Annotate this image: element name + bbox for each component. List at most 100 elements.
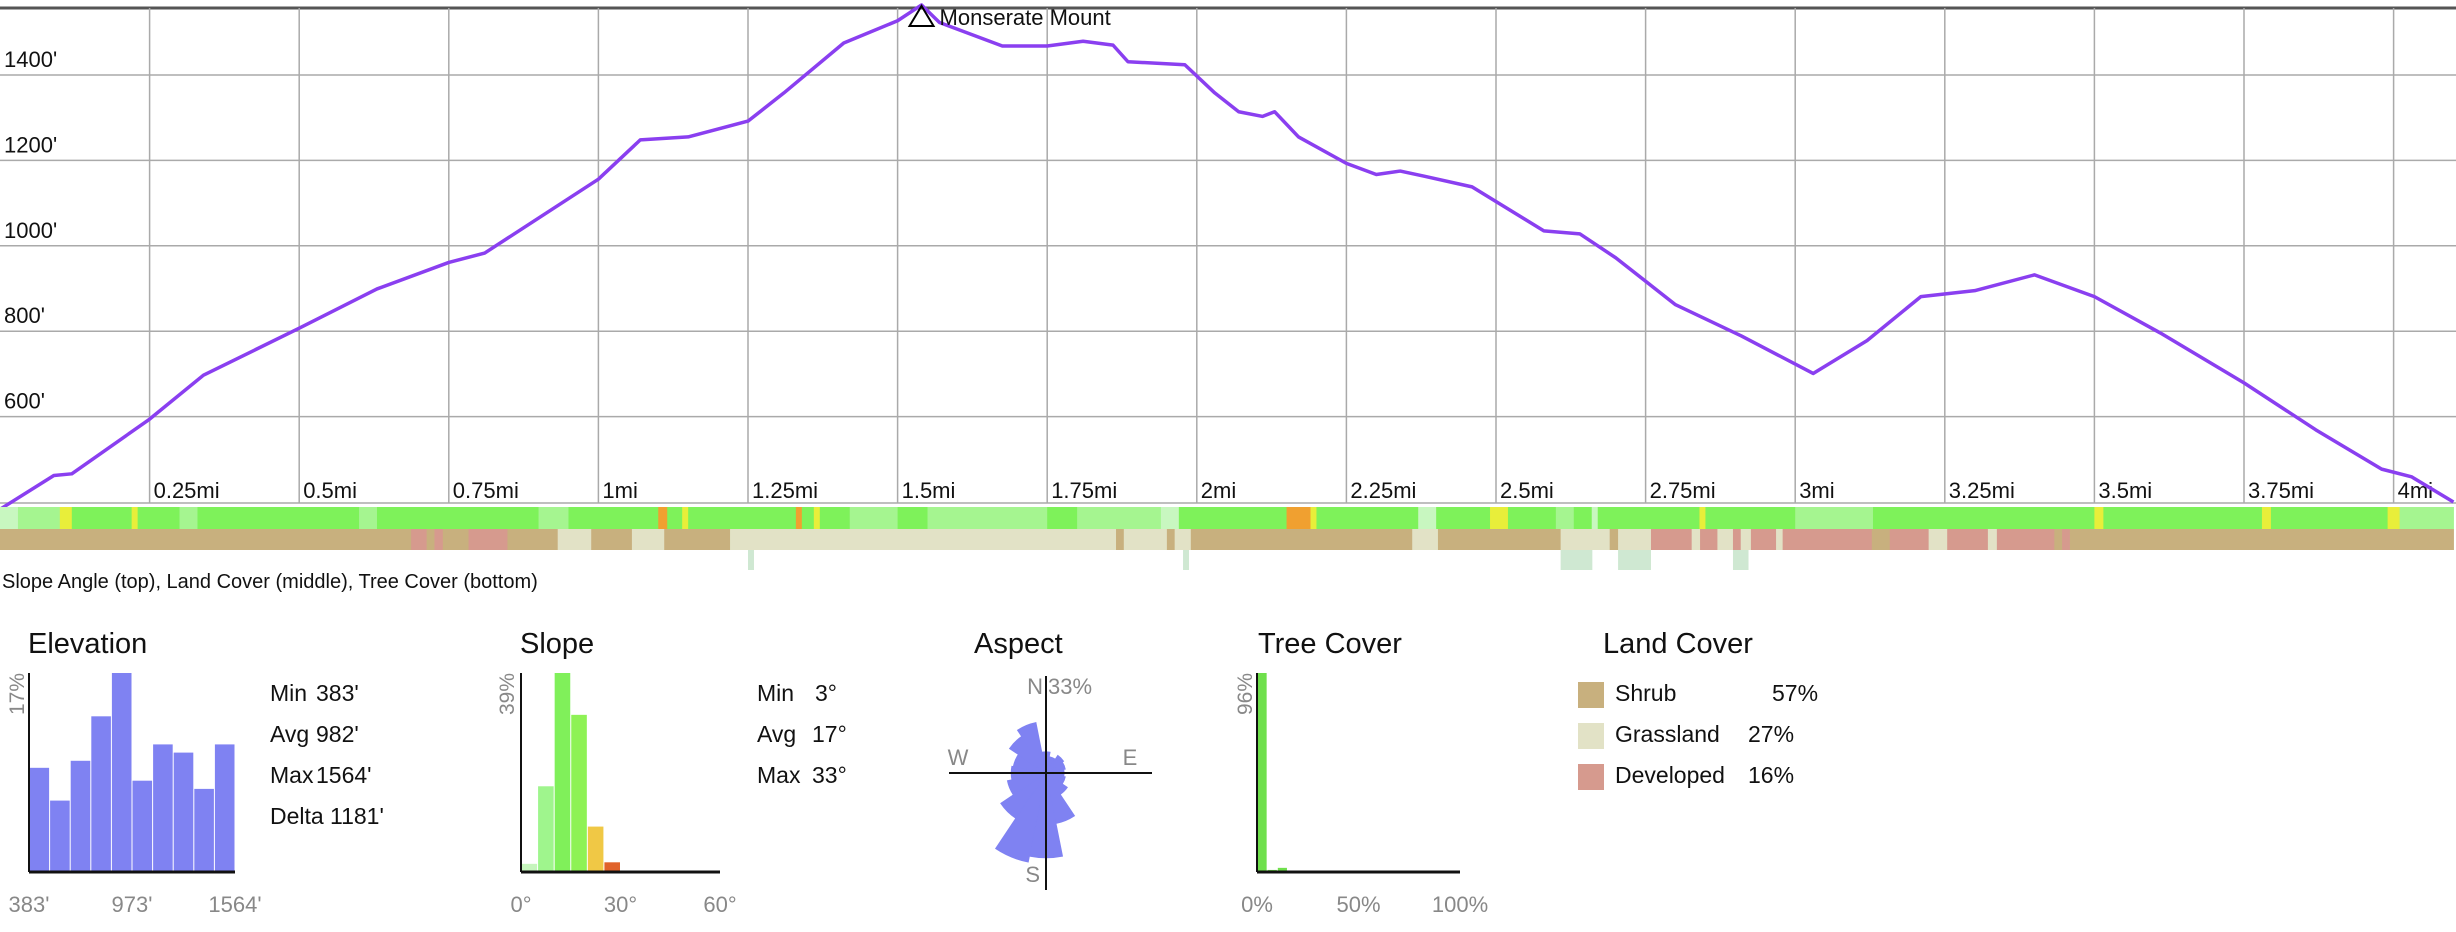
slope-bar xyxy=(554,673,571,872)
elevation-bar xyxy=(153,744,173,872)
treecover-band-segment xyxy=(1183,550,1190,570)
landcover-band-segment xyxy=(0,529,412,550)
elevation-profile-chart: 1400' 1200' 1000' 800' 600' 0.25mi 0.5mi 0.75mi… xyxy=(0,3,2456,570)
slope-band-segment xyxy=(1591,507,1599,529)
aspect-petal-SSE xyxy=(1045,772,1076,824)
landcover-band-segment xyxy=(730,529,1117,550)
x-tick-label: 3.5mi xyxy=(2098,478,2152,503)
slope-x-label: 30° xyxy=(604,892,637,917)
aspect-south-label: S xyxy=(1025,862,1040,887)
y-tick-label: 800' xyxy=(4,303,45,328)
elevation-x-label: 973' xyxy=(112,892,153,917)
slope-band-segment xyxy=(1699,507,1706,529)
elevation-stat-label: Avg xyxy=(270,721,310,747)
aspect-petal-SSW xyxy=(994,772,1047,863)
slope-band-segment xyxy=(688,507,731,529)
landcover-band-segment xyxy=(2054,529,2063,550)
x-tick-label: 4mi xyxy=(2398,478,2433,503)
slope-band-segment xyxy=(59,507,73,529)
landcover-band-segment xyxy=(1166,529,1176,550)
x-tick-label: 2mi xyxy=(1201,478,1236,503)
slope-band-segment xyxy=(1316,507,1419,529)
legend-value: 57% xyxy=(1772,680,1819,706)
aspect-petal-WNW xyxy=(1012,753,1047,774)
slope-band-segment xyxy=(2214,507,2263,529)
tree-cover-title: Tree Cover xyxy=(1258,628,1402,660)
slope-band-segment xyxy=(667,507,683,529)
slope-band-segment xyxy=(2399,507,2454,529)
x-tick-label: 3.75mi xyxy=(2248,478,2314,503)
aspect-petal-ENE xyxy=(1045,761,1066,774)
elevation-stat-label: Min xyxy=(270,680,308,706)
slope-band-segment xyxy=(1507,507,1557,529)
summit-label: Monserate Mount xyxy=(940,5,1111,30)
legend-label: Grassland xyxy=(1615,721,1720,747)
slope-x-label: 60° xyxy=(703,892,736,917)
landcover-band-segment xyxy=(1437,529,1562,550)
x-tick-label: 1.75mi xyxy=(1051,478,1117,503)
slope-band-segment xyxy=(730,507,755,529)
slope-band-segment xyxy=(2261,507,2272,529)
slope-stat-value: 33° xyxy=(812,762,847,788)
elevation-bar xyxy=(50,800,70,872)
elevation-x-label: 1564' xyxy=(208,892,261,917)
landcover-band-segment xyxy=(468,529,508,550)
landcover-band-segment xyxy=(1700,529,1718,550)
landcover-band-segment xyxy=(1732,529,1742,550)
landcover-band-segment xyxy=(631,529,665,550)
y-tick-label: 1400' xyxy=(4,47,57,72)
landcover-band-segment xyxy=(1717,529,1734,550)
slope-band-segment xyxy=(1705,507,1724,529)
slope-band-segment xyxy=(538,507,569,529)
land-cover-title: Land Cover xyxy=(1603,628,1753,660)
landcover-band-segment xyxy=(1928,529,1948,550)
tree-cover-x-label: 0% xyxy=(1241,892,1273,917)
elevation-y-max-label: 17% xyxy=(6,673,29,715)
slope-band-segment xyxy=(1310,507,1317,529)
slope-bar xyxy=(571,714,587,872)
landcover-band-segment xyxy=(1996,529,2055,550)
landcover-band-segment xyxy=(664,529,731,550)
legend-label: Shrub xyxy=(1615,680,1677,706)
slope-stat-label: Max xyxy=(757,762,801,788)
aspect-title: Aspect xyxy=(974,628,1063,660)
slope-x-label: 0° xyxy=(510,892,531,917)
aspect-petal-N xyxy=(1041,751,1051,774)
landcover-band-segment xyxy=(1871,529,1891,550)
x-tick-label: 1mi xyxy=(602,478,637,503)
elevation-stat-value: 1181' xyxy=(330,803,384,829)
slope-band-segment xyxy=(849,507,899,529)
aspect-east-label: E xyxy=(1123,745,1138,770)
slope-band-segment xyxy=(0,507,19,529)
slope-band-segment xyxy=(2270,507,2389,529)
legend-value: 16% xyxy=(1748,762,1795,788)
slope-bar xyxy=(587,826,604,872)
slope-band-segment xyxy=(359,507,378,529)
legend-swatch-grassland xyxy=(1578,723,1604,749)
tree-cover-bar xyxy=(1267,869,1277,872)
treecover-band-segment xyxy=(1560,550,1593,570)
elevation-bar xyxy=(29,767,50,872)
elevation-title: Elevation xyxy=(28,628,148,660)
slope-band-segment xyxy=(1795,507,1874,529)
landcover-band-segment xyxy=(2062,529,2071,550)
slope-band-segment xyxy=(819,507,851,529)
slope-band-segment xyxy=(1573,507,1593,529)
elevation-stat-value: 982' xyxy=(316,721,359,747)
slope-band-segment xyxy=(658,507,668,529)
slope-band-segment xyxy=(1178,507,1288,529)
landcover-band-segment xyxy=(1776,529,1784,550)
aspect-north-label: N xyxy=(1027,674,1043,699)
slope-band-segment xyxy=(179,507,198,529)
landcover-band-segment xyxy=(1123,529,1168,550)
slope-band-segment xyxy=(1160,507,1180,529)
elevation-x-label: 383' xyxy=(9,892,50,917)
x-tick-label: 0.25mi xyxy=(154,478,220,503)
x-tick-label: 1.25mi xyxy=(752,478,818,503)
aspect-petal-SE xyxy=(1045,772,1068,795)
landcover-band-segment xyxy=(426,529,435,550)
slope-band-segment xyxy=(813,507,821,529)
slope-band-segment xyxy=(897,507,929,529)
aspect-petal-NW xyxy=(1008,735,1047,774)
aspect-max-label: 33% xyxy=(1048,674,1092,699)
